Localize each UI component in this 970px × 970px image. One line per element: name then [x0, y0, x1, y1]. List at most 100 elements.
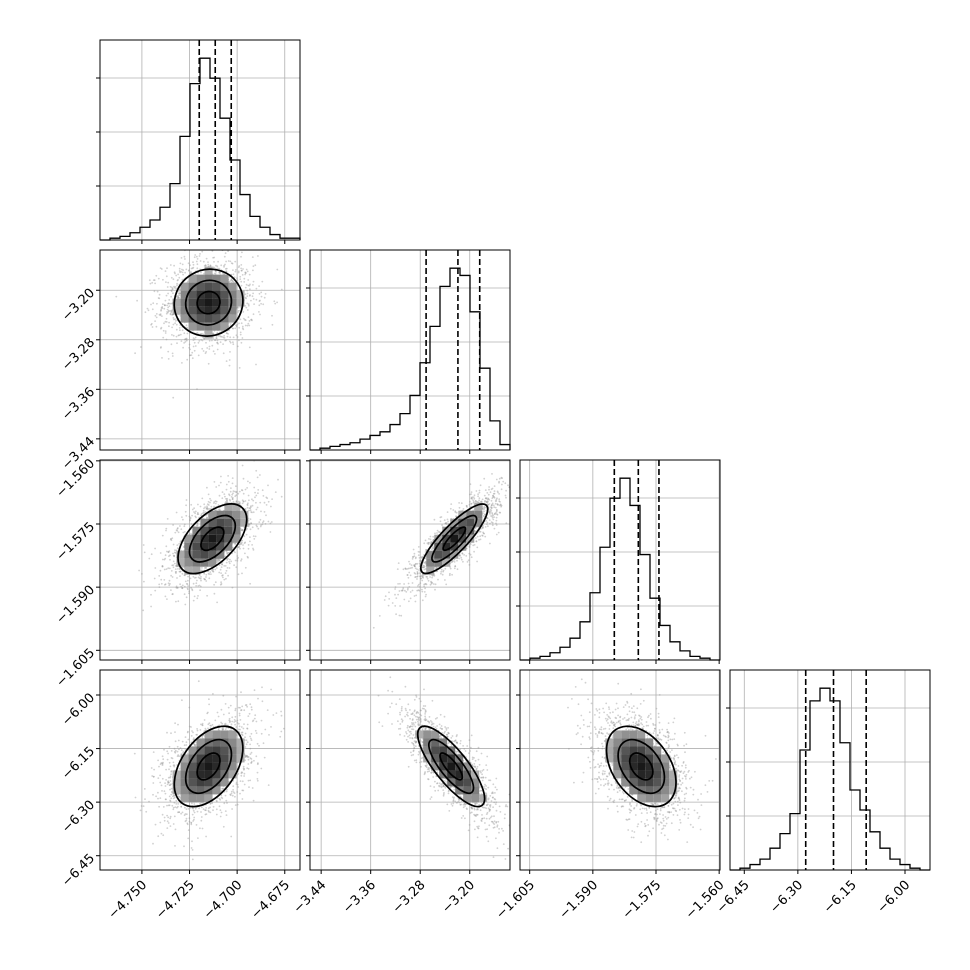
scatter-point: [224, 268, 227, 270]
scatter-point: [248, 294, 251, 297]
scatter-point: [205, 341, 207, 344]
scatter-point: [174, 272, 176, 275]
scatter-point: [171, 302, 173, 305]
scatter-point: [399, 582, 401, 585]
scatter-point: [408, 567, 410, 570]
scatter-point: [216, 341, 219, 344]
scatter-point: [171, 326, 174, 329]
scatter-point: [206, 506, 209, 509]
scatter-point: [177, 296, 180, 299]
scatter-point: [252, 292, 255, 295]
scatter-point: [405, 568, 408, 570]
scatter-point: [474, 500, 477, 502]
scatter-point: [439, 516, 442, 519]
scatter-point: [169, 312, 172, 315]
scatter-point: [480, 500, 483, 503]
contour-level-1: [188, 514, 237, 563]
scatter-point: [213, 266, 216, 269]
scatter-point: [155, 274, 158, 277]
scatter-point: [472, 496, 475, 498]
scatter-point: [478, 530, 481, 533]
scatter-panel-1-0: [96, 249, 301, 454]
scatter-point: [216, 342, 219, 344]
scatter-point: [170, 276, 173, 279]
scatter-point: [187, 280, 189, 283]
scatter-point: [409, 574, 412, 577]
scatter-point: [172, 566, 175, 569]
scatter-point: [222, 272, 225, 275]
scatter-point: [481, 527, 484, 530]
density-cell: [184, 534, 193, 543]
scatter-point: [214, 339, 217, 341]
scatter-point: [424, 561, 427, 564]
scatter-point: [242, 500, 245, 503]
scatter-point: [421, 556, 424, 558]
scatter-point: [491, 502, 494, 505]
scatter-point: [209, 508, 212, 510]
scatter-point: [492, 518, 495, 521]
scatter-point: [160, 309, 162, 312]
scatter-point: [431, 574, 434, 577]
scatter-point: [191, 357, 194, 360]
scatter-point: [174, 320, 177, 322]
scatter-point: [497, 531, 500, 534]
scatter-point: [440, 572, 442, 575]
scatter-point: [413, 565, 416, 568]
scatter-point: [401, 589, 404, 592]
scatter-point: [185, 339, 188, 342]
scatter-point: [213, 502, 215, 504]
scatter-point: [416, 575, 418, 578]
scatter-point: [235, 491, 238, 493]
scatter-point: [246, 528, 248, 530]
scatter-point: [208, 577, 211, 580]
scatter-point: [240, 255, 242, 258]
scatter-point: [492, 492, 495, 495]
scatter-point: [487, 503, 490, 506]
scatter-point: [395, 613, 397, 616]
scatter-point: [247, 544, 250, 546]
scatter-point: [187, 262, 190, 265]
scatter-point: [162, 278, 164, 281]
scatter-point: [487, 493, 490, 496]
scatter-point: [276, 301, 278, 304]
scatter-point: [260, 524, 262, 526]
scatter-point: [485, 497, 488, 500]
scatter-point: [209, 501, 211, 504]
scatter-point: [240, 269, 243, 272]
density-cell: [180, 282, 189, 291]
scatter-point: [424, 562, 427, 565]
scatter-point: [479, 484, 482, 487]
scatter-point: [241, 541, 243, 544]
density-cell: [208, 518, 217, 527]
scatter-point: [174, 322, 177, 325]
scatter-point: [230, 487, 232, 489]
scatter-point: [190, 523, 193, 525]
scatter-point: [420, 575, 423, 578]
scatter-point: [165, 545, 168, 548]
scatter-point: [490, 504, 493, 507]
scatter-point: [185, 499, 188, 501]
density-cell: [192, 526, 201, 535]
scatter-point: [484, 497, 487, 499]
scatter-point: [440, 516, 443, 518]
scatter-point: [486, 523, 488, 526]
scatter-point: [179, 570, 182, 573]
scatter-point: [252, 269, 254, 272]
scatter-point: [495, 500, 498, 502]
scatter-point: [238, 490, 241, 493]
scatter-point: [237, 573, 240, 576]
histogram-step-1: [310, 267, 511, 451]
panel-content: [100, 460, 300, 660]
scatter-point: [190, 532, 192, 535]
scatter-point: [430, 581, 433, 584]
scatter-point: [235, 500, 238, 503]
scatter-point: [431, 576, 433, 579]
scatter-point: [258, 300, 261, 302]
scatter-point: [180, 340, 183, 342]
histogram-panel-2: [516, 459, 721, 664]
scatter-point: [184, 338, 186, 341]
scatter-point: [469, 553, 472, 556]
density-cell: [204, 290, 213, 299]
scatter-panel-2-0: [96, 459, 301, 664]
scatter-point: [199, 589, 202, 592]
